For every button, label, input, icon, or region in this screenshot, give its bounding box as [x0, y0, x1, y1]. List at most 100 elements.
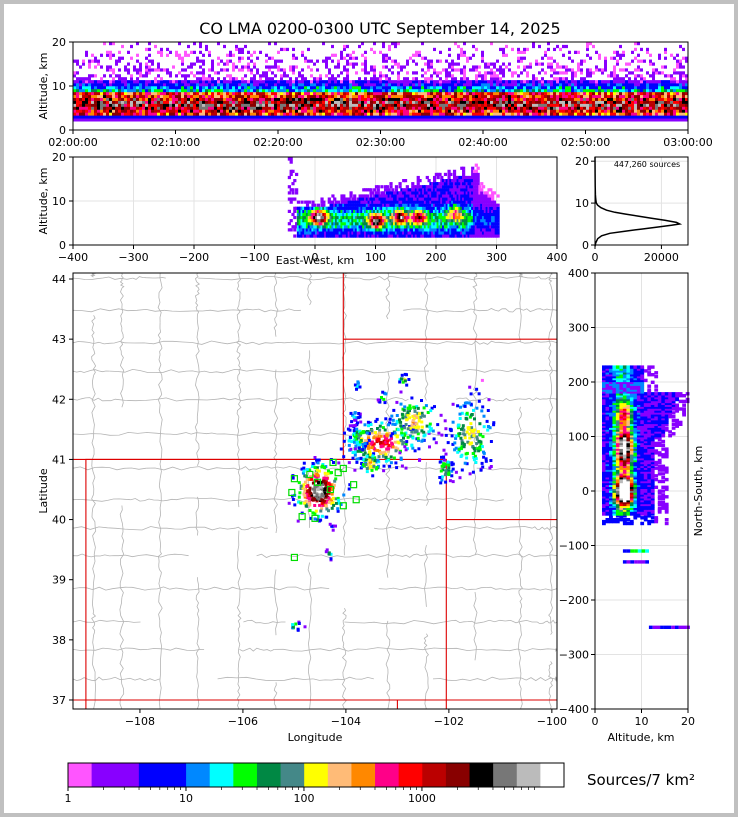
- colorbar-swatch: [493, 763, 518, 787]
- colorbar: 1 10 100 1000 Sources/7 km²: [65, 762, 695, 805]
- time-height-xtick: 02:40:00: [458, 136, 507, 149]
- plan-view-panel: −108 −106 −104 −102 −100 37 38 39 40 41 42 43 44 Lon…: [37, 272, 567, 744]
- station-marker: [339, 502, 347, 510]
- plan-view-ytick: 39: [52, 574, 66, 587]
- station-marker: [298, 512, 306, 521]
- ew-height-ylabel: Altitude, km: [37, 167, 50, 234]
- histogram-xtick: 20000: [644, 251, 679, 264]
- time-height-xtick: 03:00:00: [663, 136, 712, 149]
- colorbar-swatch: [209, 763, 234, 787]
- colorbar-swatch: [398, 763, 423, 787]
- plan-view-xtick: −104: [331, 715, 361, 728]
- ns-height-ytick: −400: [559, 703, 589, 716]
- time-height-xtick: 02:20:00: [253, 136, 302, 149]
- plan-view-xtick: −100: [537, 715, 567, 728]
- time-height-ytick: 20: [52, 36, 66, 49]
- plan-view-ytick: 40: [52, 514, 66, 527]
- colorbar-swatch: [469, 763, 494, 787]
- colorbar-ticks: 1 10 100 1000: [65, 787, 535, 805]
- plan-view-ticks: −108 −106 −104 −102 −100 37 38 39 40 41 42 43 44: [52, 273, 567, 728]
- ns-height-density: [602, 365, 690, 630]
- ew-height-ytick: 0: [59, 239, 66, 252]
- station-marker: [339, 464, 347, 473]
- time-height-xtick: 02:10:00: [151, 136, 200, 149]
- colorbar-swatch: [186, 763, 211, 787]
- histogram-ytick: 10: [575, 197, 589, 210]
- colorbar-swatch: [233, 763, 258, 787]
- station-marker: [313, 478, 322, 486]
- ew-height-xtick: 200: [426, 251, 447, 264]
- station-marker: [326, 485, 335, 494]
- ns-height-panel: 0 10 20 −400 −300 −200 −100 0 100 200 300 400 Altit…: [559, 267, 705, 744]
- histogram-ytick: 0: [582, 239, 589, 252]
- altitude-histogram-panel: 447,260 sources 0 10 20 0 20000: [575, 155, 689, 264]
- ns-height-ticks: 0 10 20 −400 −300 −200 −100 0 100 200 300 400: [559, 267, 695, 728]
- time-height-xtick: 02:00:00: [48, 136, 97, 149]
- station-marker: [334, 469, 342, 477]
- plan-view-xtick: −102: [434, 715, 464, 728]
- station-marker: [290, 553, 299, 562]
- colorbar-swatch: [91, 763, 116, 787]
- source-count-annotation: 447,260 sources: [614, 160, 680, 169]
- station-marker: [352, 496, 360, 504]
- ew-height-xtick: 0: [312, 251, 319, 264]
- colorbar-tick: 100: [293, 792, 314, 805]
- ns-height-ytick: 100: [568, 431, 589, 444]
- histogram-ytick: 20: [575, 155, 589, 168]
- ns-height-ytick: 400: [568, 267, 589, 280]
- time-height-panel: 0 10 20 02:00:00 02:10:00 02:20:00 02:30:00 02:…: [37, 36, 713, 149]
- station-marker: [311, 514, 319, 522]
- ew-height-ticks: 0 10 20 −400 −300 −200 −100 0 100 200 300 400: [52, 151, 568, 264]
- time-height-xtick: 02:50:00: [561, 136, 610, 149]
- lma-figure: CO LMA 0200-0300 UTC September 14, 2025 …: [37, 19, 713, 805]
- plan-view-ytick: 37: [52, 694, 66, 707]
- ew-height-density: [287, 157, 500, 238]
- ew-height-ytick: 10: [52, 195, 66, 208]
- colorbar-swatch: [327, 763, 352, 787]
- ew-height-xtick: 400: [547, 251, 568, 264]
- ew-height-xtick: −400: [58, 251, 88, 264]
- plan-view-xtick: −108: [125, 715, 155, 728]
- ns-height-ytick: −300: [559, 649, 589, 662]
- colorbar-swatch: [68, 763, 93, 787]
- plan-view-ytick: 43: [52, 333, 66, 346]
- colorbar-swatch: [280, 763, 305, 787]
- time-height-ytick: 10: [52, 80, 66, 93]
- colorbar-swatch: [516, 763, 541, 787]
- colorbar-swatch: [445, 763, 471, 787]
- ew-height-xtick: −300: [118, 251, 148, 264]
- station-marker: [329, 458, 337, 467]
- ew-height-panel: 0 10 20 −400 −300 −200 −100 0 100 200 300 400 East-…: [37, 151, 568, 267]
- ns-height-ytick: 300: [568, 322, 589, 335]
- ew-height-xtick: −100: [239, 251, 269, 264]
- ns-height-xlabel: Altitude, km: [607, 731, 674, 744]
- station-marker: [306, 470, 314, 479]
- colorbar-tick: 1: [65, 792, 72, 805]
- plan-view-ytick: 41: [52, 453, 66, 466]
- county-borders: [72, 272, 558, 710]
- ns-height-ytick: −200: [559, 594, 589, 607]
- ns-height-ytick: 200: [568, 376, 589, 389]
- histogram-ticks: 0 10 20 0 20000: [575, 155, 679, 264]
- station-markers: [288, 458, 360, 562]
- plan-view-xtick: −106: [228, 715, 258, 728]
- plan-view-ytick: 38: [52, 634, 66, 647]
- plan-view-xlabel: Longitude: [288, 731, 343, 744]
- colorbar-swatch: [115, 763, 140, 787]
- plan-view-ylabel: Latitude: [37, 468, 50, 514]
- ew-height-ytick: 20: [52, 151, 66, 164]
- figure-frame: CO LMA 0200-0300 UTC September 14, 2025 …: [4, 4, 734, 813]
- colorbar-swatch: [162, 763, 187, 787]
- time-height-ylabel: Altitude, km: [37, 52, 50, 119]
- ns-height-ytick: −100: [559, 540, 589, 553]
- colorbar-tick: 10: [179, 792, 193, 805]
- station-marker: [288, 488, 296, 497]
- colorbar-swatch: [351, 763, 376, 787]
- state-borders: [73, 273, 557, 709]
- ns-height-ytick: 0: [582, 485, 589, 498]
- colorbar-label: Sources/7 km²: [587, 771, 695, 789]
- chart-title: CO LMA 0200-0300 UTC September 14, 2025: [199, 19, 560, 38]
- time-height-xtick: 02:30:00: [356, 136, 405, 149]
- time-height-ticks: 0 10 20 02:00:00 02:10:00 02:20:00 02:30:00 02:…: [48, 36, 712, 149]
- ns-height-xtick: 10: [635, 715, 649, 728]
